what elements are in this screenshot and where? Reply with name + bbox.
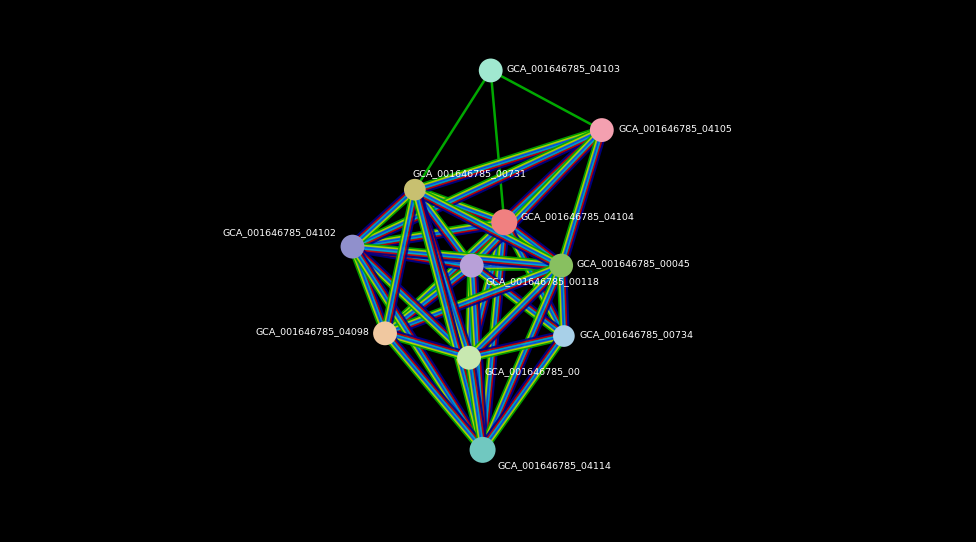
- Circle shape: [460, 254, 484, 278]
- Circle shape: [373, 321, 397, 345]
- Circle shape: [341, 235, 364, 259]
- Text: GCA_001646785_04103: GCA_001646785_04103: [507, 64, 621, 73]
- Circle shape: [404, 179, 426, 201]
- Text: GCA_001646785_00731: GCA_001646785_00731: [412, 169, 526, 178]
- Text: GCA_001646785_04114: GCA_001646785_04114: [498, 462, 612, 470]
- Text: GCA_001646785_00: GCA_001646785_00: [484, 367, 580, 376]
- Text: GCA_001646785_00118: GCA_001646785_00118: [485, 278, 599, 286]
- Circle shape: [491, 209, 517, 235]
- Circle shape: [469, 437, 496, 463]
- Text: GCA_001646785_04098: GCA_001646785_04098: [256, 327, 370, 336]
- Circle shape: [590, 118, 614, 142]
- Text: GCA_001646785_04104: GCA_001646785_04104: [520, 212, 634, 221]
- Circle shape: [549, 254, 573, 278]
- Circle shape: [553, 325, 575, 347]
- Circle shape: [479, 59, 503, 82]
- Text: GCA_001646785_04102: GCA_001646785_04102: [223, 229, 337, 237]
- Text: GCA_001646785_00045: GCA_001646785_00045: [577, 260, 690, 268]
- Text: GCA_001646785_04105: GCA_001646785_04105: [618, 124, 732, 133]
- Circle shape: [457, 346, 481, 370]
- Text: GCA_001646785_00734: GCA_001646785_00734: [579, 330, 693, 339]
